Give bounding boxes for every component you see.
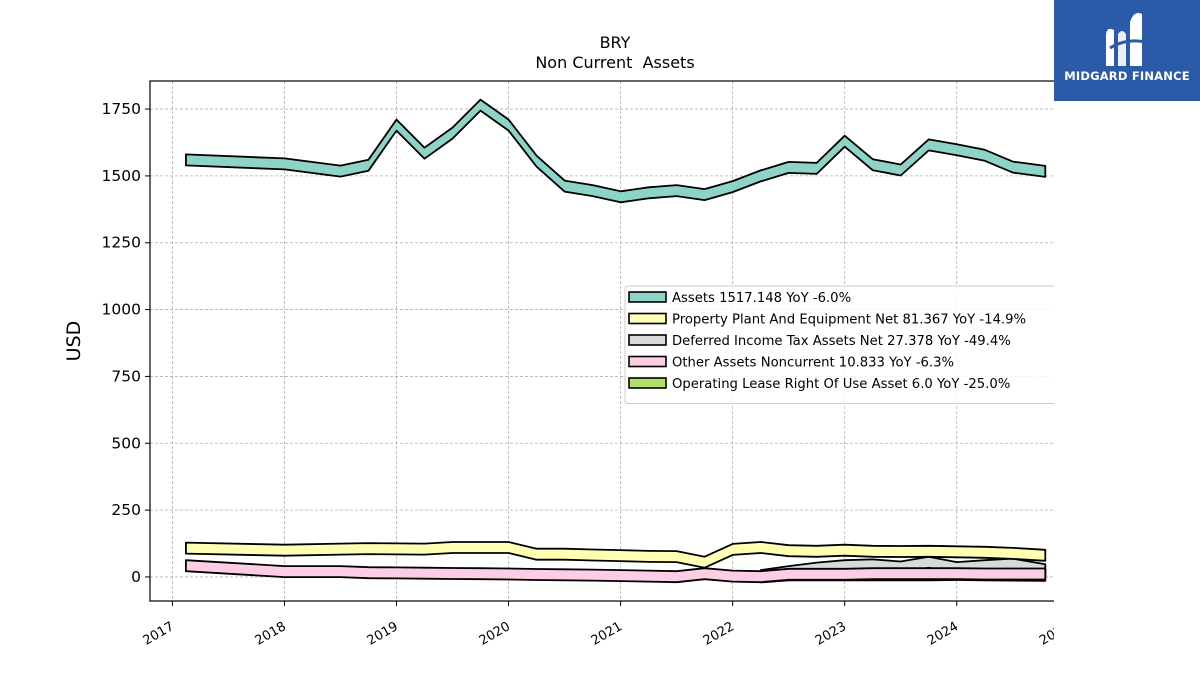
chart-subtitle: Non Current Assets bbox=[535, 53, 694, 72]
legend-label: Operating Lease Right Of Use Asset 6.0 Y… bbox=[672, 377, 1010, 392]
legend-swatch bbox=[628, 377, 667, 389]
y-tick-label: 250 bbox=[111, 501, 141, 519]
legend-label: Other Assets Noncurrent 10.833 YoY -6.3% bbox=[672, 356, 954, 371]
y-axis-label: USD bbox=[63, 321, 85, 362]
series-band-0 bbox=[185, 98, 1047, 204]
series-band-3 bbox=[185, 559, 1047, 584]
legend: Assets 1517.148 YoY -6.0% Property Plant … bbox=[624, 285, 1054, 404]
legend-swatch bbox=[628, 291, 667, 303]
x-tick-label: 2018 bbox=[253, 619, 289, 649]
x-tick-label: 2017 bbox=[141, 619, 177, 649]
y-tick-label: 1250 bbox=[102, 234, 141, 252]
y-tick-label: 0 bbox=[131, 568, 141, 586]
x-tick-label: 2023 bbox=[813, 619, 849, 649]
legend-label: Deferred Income Tax Assets Net 27.378 Yo… bbox=[672, 334, 1011, 349]
series-band-1 bbox=[185, 541, 1047, 569]
plot-frame bbox=[149, 80, 1054, 602]
legend-swatch bbox=[628, 312, 667, 325]
series-layer bbox=[185, 98, 1047, 584]
chart-title: BRY bbox=[600, 33, 631, 52]
y-tick-label: 500 bbox=[111, 434, 141, 452]
y-tick-label: 750 bbox=[111, 367, 141, 385]
y-tick-label: 1500 bbox=[102, 167, 141, 185]
x-tick-label: 2025 bbox=[1037, 619, 1054, 649]
x-tick-label: 2022 bbox=[701, 619, 737, 649]
x-tick-label: 2024 bbox=[925, 619, 961, 649]
x-tick-label: 2020 bbox=[477, 619, 513, 649]
chart: 0 250 500 750 1000 1250 1500 1750 2017 2018 2019 20… bbox=[63, 33, 1054, 649]
x-tick-label: 2019 bbox=[365, 619, 401, 649]
legend-label: Property Plant And Equipment Net 81.367 … bbox=[672, 313, 1026, 328]
legend-box bbox=[624, 285, 1054, 404]
legend-label: Assets 1517.148 YoY -6.0% bbox=[672, 291, 851, 306]
brand-logo: MIDGARD FINANCE bbox=[1054, 0, 1200, 101]
x-tick-label: 2021 bbox=[589, 619, 625, 649]
brand-logo-text: MIDGARD FINANCE bbox=[1064, 69, 1190, 83]
y-tick-label: 1750 bbox=[102, 100, 141, 118]
y-tick-label: 1000 bbox=[102, 301, 141, 319]
legend-swatch bbox=[628, 334, 667, 346]
midgard-logo-icon bbox=[1106, 13, 1147, 66]
legend-swatch bbox=[628, 355, 667, 368]
